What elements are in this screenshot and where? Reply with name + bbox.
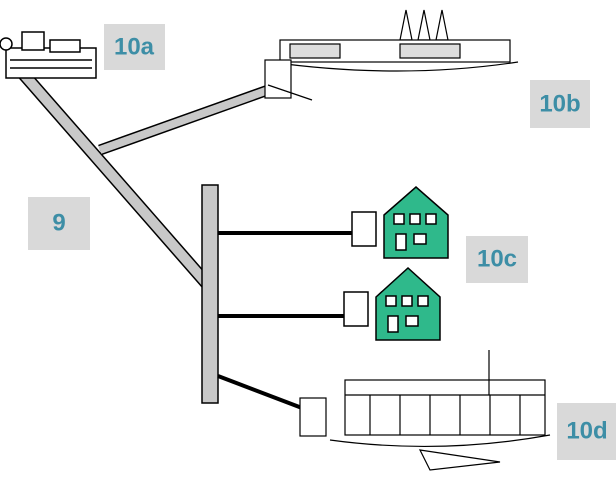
- node-label: 10b: [539, 90, 580, 117]
- house-icons: [343, 186, 449, 341]
- label-box: [557, 403, 616, 460]
- factory-icon: [264, 9, 519, 101]
- computer-icon: [0, 31, 97, 79]
- node-label: 10d: [566, 417, 607, 444]
- label-box: [104, 24, 165, 70]
- node-label: 10a: [114, 33, 155, 60]
- node-label: 10c: [477, 245, 517, 272]
- node-label: 9: [52, 209, 65, 236]
- distribution-bar: [201, 184, 219, 404]
- label-box: [530, 80, 590, 128]
- office-icon: [299, 350, 551, 471]
- trunk-cable: [15, 65, 287, 290]
- label-box: [28, 197, 90, 250]
- label-box: [466, 236, 528, 283]
- drop-lines: [217, 231, 352, 410]
